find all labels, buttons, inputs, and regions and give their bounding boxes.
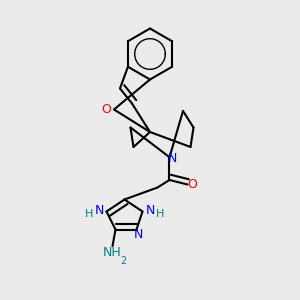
- Text: H: H: [85, 208, 94, 219]
- Text: N: N: [94, 203, 104, 217]
- Text: H: H: [155, 208, 164, 219]
- Text: N: N: [133, 228, 143, 242]
- Text: NH: NH: [103, 245, 122, 259]
- Text: N: N: [168, 152, 177, 165]
- Text: O: O: [102, 103, 111, 116]
- Text: N: N: [145, 203, 155, 217]
- Text: O: O: [187, 178, 197, 191]
- Text: 2: 2: [120, 256, 126, 266]
